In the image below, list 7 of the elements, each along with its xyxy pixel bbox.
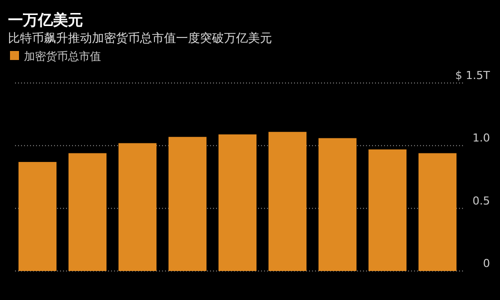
legend-label: 加密货币总市值 bbox=[24, 50, 101, 63]
y-tick-label: 1.0 bbox=[472, 132, 490, 145]
y-tick-label: $ 1.5T bbox=[455, 69, 490, 82]
chart-title: 一万亿美元 bbox=[8, 11, 83, 29]
y-tick-label: 0.5 bbox=[472, 194, 490, 208]
y-tick-label: 0 bbox=[483, 257, 490, 270]
chart-subtitle: 比特币飙升推动加密货币总市值一度突破万亿美元 bbox=[8, 31, 272, 45]
